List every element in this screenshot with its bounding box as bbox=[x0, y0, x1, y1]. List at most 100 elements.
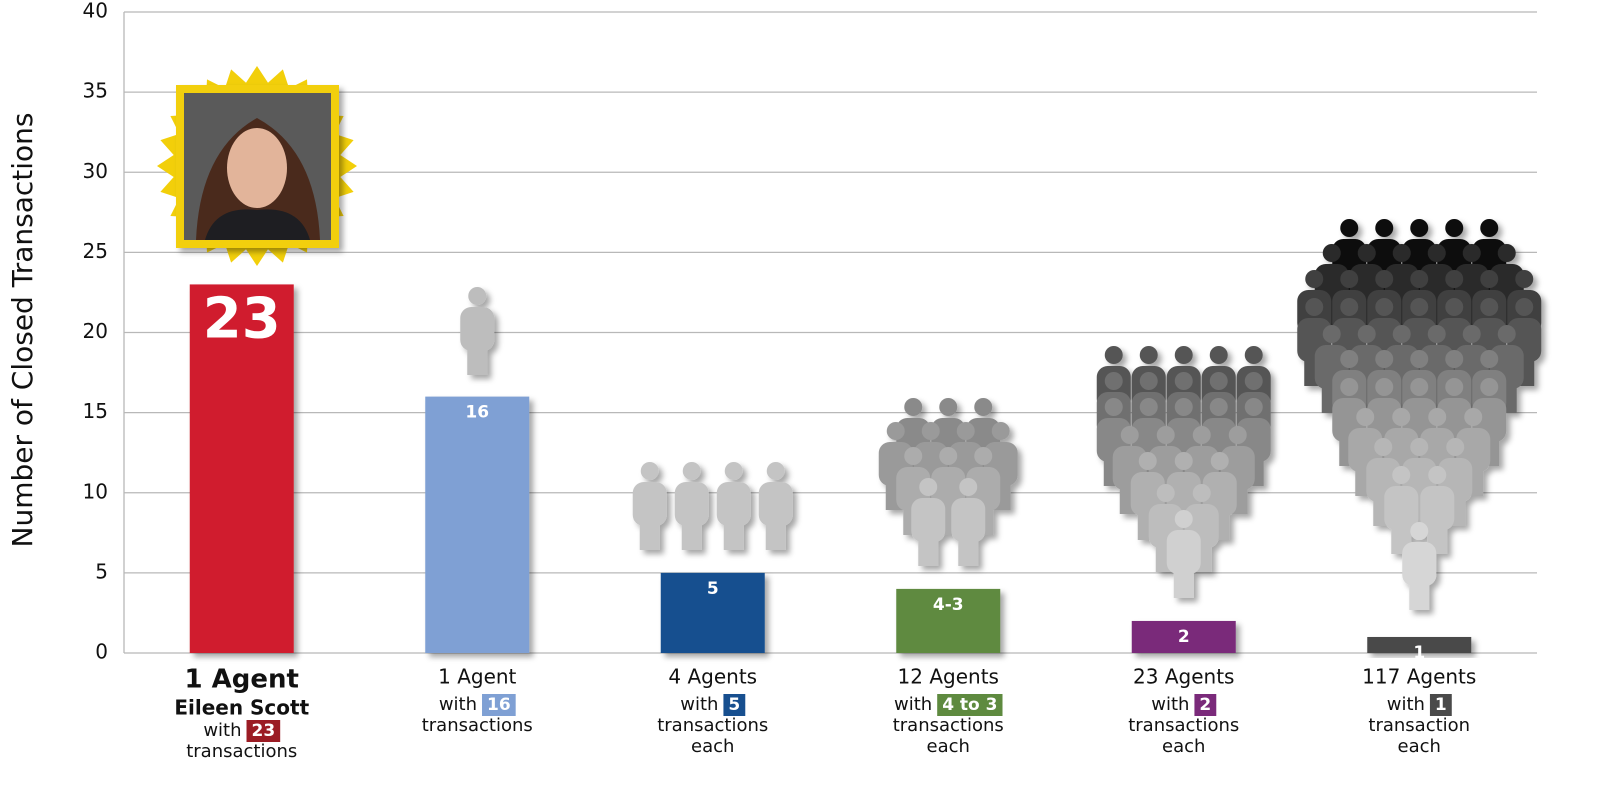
person-head bbox=[1140, 346, 1158, 364]
y-tick-label: 0 bbox=[95, 640, 108, 664]
person-head bbox=[1140, 398, 1158, 416]
with-text: with bbox=[894, 694, 932, 715]
person-head bbox=[1245, 372, 1263, 390]
person-head bbox=[1210, 372, 1228, 390]
person-legs bbox=[724, 512, 744, 550]
person-head bbox=[1105, 346, 1123, 364]
person-head bbox=[1445, 219, 1463, 237]
person-legs bbox=[958, 528, 978, 566]
detail-line: each bbox=[927, 736, 970, 757]
person-legs bbox=[467, 337, 487, 375]
face bbox=[227, 128, 287, 208]
detail-line: transactions bbox=[1128, 715, 1239, 736]
person-head bbox=[939, 447, 957, 465]
person-head bbox=[1340, 270, 1358, 288]
person-head bbox=[1175, 510, 1193, 528]
person-legs bbox=[640, 512, 660, 550]
with-text: with bbox=[1151, 694, 1189, 715]
crowd bbox=[460, 287, 494, 375]
person-head bbox=[1139, 452, 1157, 470]
person-head bbox=[1428, 466, 1446, 484]
person-head bbox=[1515, 298, 1533, 316]
person-head bbox=[1446, 438, 1464, 456]
person-head bbox=[1305, 298, 1323, 316]
person-head bbox=[1410, 298, 1428, 316]
person-head bbox=[1175, 346, 1193, 364]
with-text: with bbox=[680, 694, 718, 715]
y-tick-label: 15 bbox=[83, 399, 108, 423]
person-head bbox=[904, 447, 922, 465]
person-head bbox=[1393, 325, 1411, 343]
person-head bbox=[1358, 325, 1376, 343]
y-axis-title: Number of Closed Transactions bbox=[6, 113, 39, 548]
agent-photo bbox=[157, 66, 357, 266]
person-head bbox=[1480, 219, 1498, 237]
person-head bbox=[1445, 378, 1463, 396]
person-head bbox=[1323, 325, 1341, 343]
person-head bbox=[887, 422, 905, 440]
person-head bbox=[725, 462, 743, 480]
person-head bbox=[683, 462, 701, 480]
person-head bbox=[1340, 219, 1358, 237]
person-head bbox=[1428, 244, 1446, 262]
crowd bbox=[633, 462, 793, 550]
detail-line: transactions bbox=[422, 715, 533, 736]
person-head bbox=[1515, 270, 1533, 288]
category-label: 12 Agents bbox=[898, 665, 999, 689]
person-head bbox=[939, 398, 957, 416]
person-head bbox=[1340, 298, 1358, 316]
badge-text: 1 bbox=[1435, 695, 1447, 715]
person-head bbox=[1463, 325, 1481, 343]
person-head bbox=[1375, 298, 1393, 316]
person-head bbox=[1157, 484, 1175, 502]
category-label: 23 Agents bbox=[1133, 665, 1234, 689]
person-head bbox=[1210, 346, 1228, 364]
chart: Number of Closed Transactions 0510152025… bbox=[0, 0, 1621, 788]
person-head bbox=[1410, 350, 1428, 368]
person-legs bbox=[918, 528, 938, 566]
person-head bbox=[1445, 270, 1463, 288]
detail-line: transactions bbox=[186, 741, 297, 762]
crowd bbox=[1297, 219, 1541, 610]
person-head bbox=[1374, 438, 1392, 456]
person-head bbox=[641, 462, 659, 480]
y-tick-label: 40 bbox=[83, 0, 108, 23]
value-label: 23 bbox=[203, 287, 281, 352]
y-tick-label: 25 bbox=[83, 239, 108, 263]
person-head bbox=[1445, 298, 1463, 316]
person-head bbox=[1358, 244, 1376, 262]
person-head bbox=[1175, 398, 1193, 416]
person-head bbox=[1229, 426, 1247, 444]
value-label: 1 bbox=[1413, 643, 1425, 663]
person-head bbox=[1121, 426, 1139, 444]
person-head bbox=[1428, 325, 1446, 343]
person-head bbox=[919, 478, 937, 496]
person-head bbox=[1392, 408, 1410, 426]
y-tick-label: 20 bbox=[83, 319, 108, 343]
person-head bbox=[1157, 426, 1175, 444]
person-head bbox=[1375, 270, 1393, 288]
person-head bbox=[1105, 372, 1123, 390]
value-label: 4-3 bbox=[933, 595, 964, 615]
with-text: with bbox=[203, 720, 241, 741]
person-head bbox=[1140, 372, 1158, 390]
detail-line: each bbox=[1398, 736, 1441, 757]
badge-text: 5 bbox=[728, 695, 740, 715]
person-head bbox=[1463, 244, 1481, 262]
with-text: with bbox=[439, 694, 477, 715]
detail-line: transactions bbox=[893, 715, 1004, 736]
person-head bbox=[767, 462, 785, 480]
crowd bbox=[1097, 346, 1271, 598]
badge-text: 23 bbox=[252, 721, 276, 741]
person-head bbox=[959, 478, 977, 496]
person-head bbox=[992, 422, 1010, 440]
person-head bbox=[1410, 270, 1428, 288]
detail-line: each bbox=[691, 736, 734, 757]
crowd bbox=[879, 398, 1018, 566]
person-head bbox=[1375, 378, 1393, 396]
person-head bbox=[1175, 372, 1193, 390]
person-head bbox=[904, 398, 922, 416]
detail-line: transactions bbox=[657, 715, 768, 736]
person-head bbox=[1210, 398, 1228, 416]
person-head bbox=[1464, 408, 1482, 426]
